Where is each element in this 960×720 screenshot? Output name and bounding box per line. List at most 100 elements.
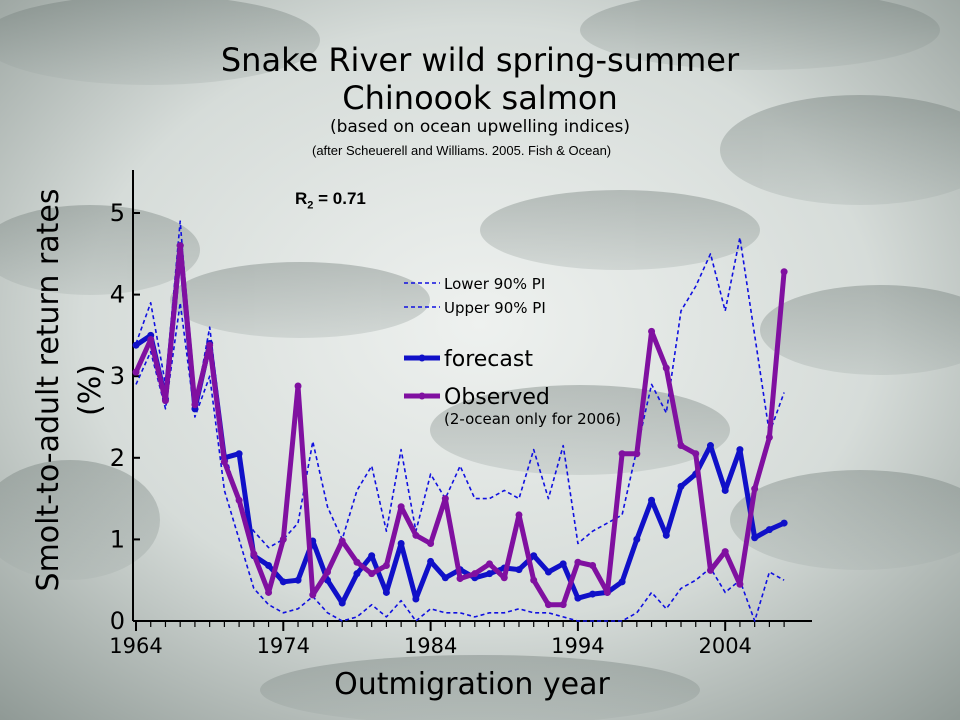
legend-marker-forecast: [418, 354, 426, 362]
point-observed-1992: [544, 601, 552, 609]
point-forecast-1992: [544, 568, 552, 576]
point-observed-1987: [471, 570, 479, 578]
legend-marker-observed: [418, 392, 426, 400]
y-tick-label-5: 5: [110, 199, 125, 227]
point-forecast-1994: [574, 594, 582, 602]
point-observed-1968: [191, 401, 199, 409]
point-forecast-1985: [441, 574, 449, 582]
chart-subtitle: (based on ocean upwelling indices): [329, 117, 631, 137]
point-observed-1980: [368, 570, 376, 578]
point-observed-1986: [456, 575, 464, 583]
point-observed-1964: [132, 368, 140, 376]
point-observed-1982: [397, 503, 405, 511]
point-observed-1967: [176, 242, 184, 250]
point-observed-1975: [294, 382, 302, 390]
point-forecast-1973: [265, 562, 273, 570]
legend-label-lower-pi: Lower 90% PI: [444, 275, 545, 293]
point-observed-1993: [559, 601, 567, 609]
point-observed-1979: [353, 558, 361, 566]
point-observed-1973: [265, 588, 273, 596]
point-observed-1997: [618, 450, 626, 458]
point-observed-1989: [500, 574, 508, 582]
series-line-lower-pi: [135, 301, 785, 622]
citation: (after Scheuerell and Williams. 2005. Fi…: [312, 143, 612, 158]
x-tick-label-2004: 2004: [698, 634, 751, 658]
y-tick-label-2: 2: [110, 444, 125, 472]
point-forecast-2008: [780, 519, 788, 527]
point-observed-1971: [235, 496, 243, 504]
legend-label-observed: Observed: [444, 385, 550, 410]
chart-title-line1: Snake River wild spring-summer: [220, 41, 740, 79]
x-tick-label-1994: 1994: [551, 634, 604, 658]
point-observed-1985: [441, 495, 449, 503]
point-observed-2002: [692, 450, 700, 458]
point-forecast-1975: [294, 576, 302, 584]
point-observed-2007: [765, 433, 773, 441]
point-observed-1970: [220, 458, 228, 466]
y-axis-title-line2: (%): [73, 364, 108, 416]
point-forecast-1981: [382, 588, 390, 596]
point-forecast-1980: [368, 552, 376, 560]
point-forecast-1971: [235, 450, 243, 458]
point-observed-1995: [589, 562, 597, 570]
point-forecast-2007: [765, 526, 773, 534]
point-observed-1983: [412, 531, 420, 539]
chart-title-line2: Chinoook salmon: [342, 79, 618, 117]
point-forecast-1998: [633, 535, 641, 543]
legend-label-upper-pi: Upper 90% PI: [444, 299, 546, 317]
point-forecast-2006: [751, 534, 759, 542]
point-forecast-1988: [486, 570, 494, 578]
point-forecast-1995: [589, 590, 597, 598]
y-tick-label-1: 1: [110, 525, 125, 553]
r2-value: = 0.71: [313, 189, 366, 208]
point-observed-1977: [323, 568, 331, 576]
point-observed-1991: [530, 576, 538, 584]
point-forecast-2005: [736, 446, 744, 454]
point-forecast-1978: [338, 599, 346, 607]
point-forecast-1999: [648, 496, 656, 504]
point-observed-1994: [574, 558, 582, 566]
y-tick-label-0: 0: [110, 607, 125, 635]
legend-label-observed-note: (2-ocean only for 2006): [444, 410, 621, 428]
point-observed-1966: [161, 397, 169, 405]
point-forecast-1991: [530, 552, 538, 560]
r-squared-annotation: R2 = 0.71: [295, 189, 366, 211]
point-observed-2005: [736, 580, 744, 588]
point-observed-1978: [338, 537, 346, 545]
series-line-upper-pi: [135, 220, 785, 549]
r2-superscript: 2: [307, 199, 314, 212]
point-observed-1990: [515, 511, 523, 519]
point-observed-1969: [206, 341, 214, 349]
legend-label-forecast: forecast: [444, 347, 533, 372]
point-forecast-1964: [132, 341, 140, 349]
point-observed-1965: [147, 335, 155, 343]
point-observed-1974: [279, 535, 287, 543]
point-forecast-2000: [662, 531, 670, 539]
point-observed-2001: [677, 442, 685, 450]
point-forecast-1982: [397, 539, 405, 547]
point-forecast-2001: [677, 482, 685, 490]
point-observed-1972: [250, 550, 258, 558]
point-forecast-1993: [559, 560, 567, 568]
point-observed-1999: [648, 327, 656, 335]
point-forecast-1984: [427, 557, 435, 565]
point-forecast-2003: [706, 442, 714, 450]
point-forecast-1997: [618, 578, 626, 586]
point-observed-1984: [427, 539, 435, 547]
point-observed-2008: [780, 268, 788, 276]
point-observed-1981: [382, 562, 390, 570]
x-tick-label-1964: 1964: [109, 634, 162, 658]
point-forecast-1990: [515, 566, 523, 574]
y-tick-label-4: 4: [110, 281, 125, 309]
point-observed-1996: [603, 588, 611, 596]
r2-label: R: [295, 189, 308, 208]
x-axis-title: Outmigration year: [334, 667, 610, 702]
x-tick-label-1984: 1984: [404, 634, 457, 658]
point-observed-2004: [721, 548, 729, 556]
point-forecast-2004: [721, 486, 729, 494]
point-observed-1998: [633, 450, 641, 458]
point-observed-2000: [662, 364, 670, 372]
point-observed-2006: [751, 485, 759, 493]
